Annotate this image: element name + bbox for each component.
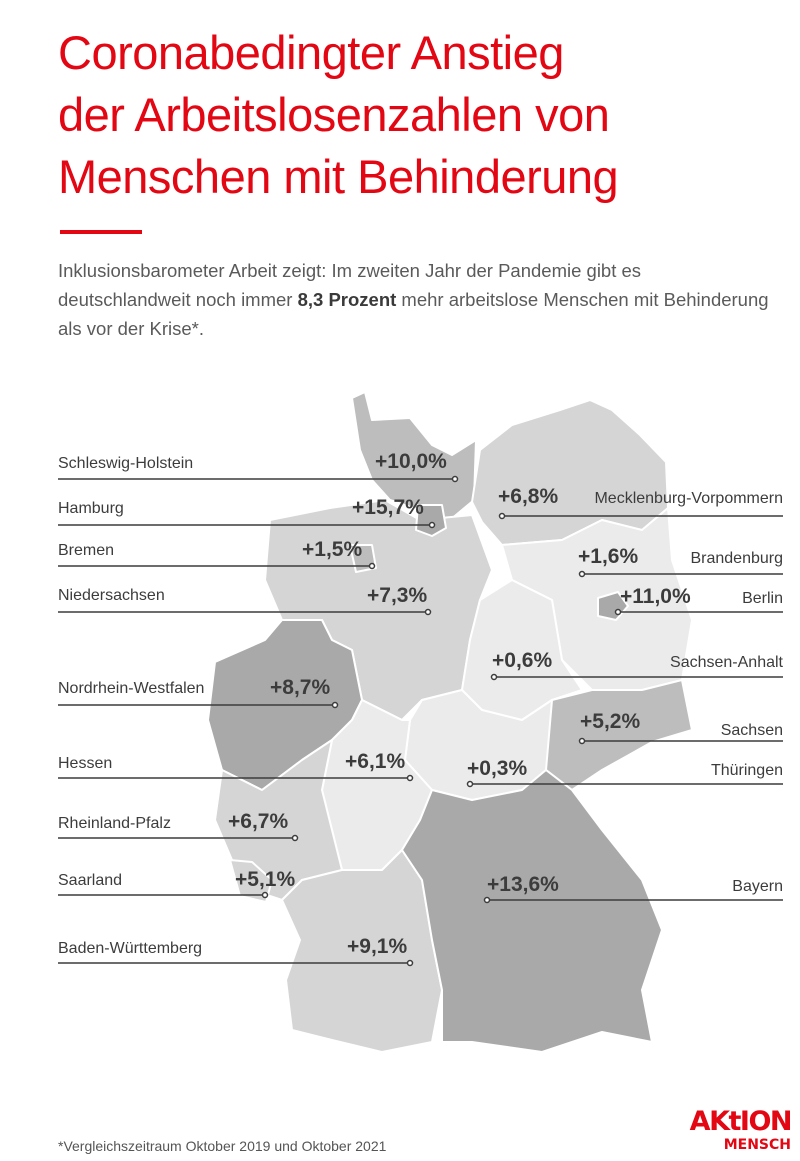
region-value: +9,1% xyxy=(347,935,408,958)
svg-text:MENSCH: MENSCH xyxy=(724,1137,791,1153)
region-value: +13,6% xyxy=(487,873,559,896)
region-value: +6,8% xyxy=(498,485,559,508)
region-label: Schleswig-Holstein xyxy=(58,455,194,472)
region-value: +6,7% xyxy=(228,810,289,833)
leader-dot xyxy=(451,475,459,483)
region-label: Saarland xyxy=(58,872,123,889)
leader-dot xyxy=(428,521,436,529)
region-sachsen xyxy=(541,679,693,791)
region-schleswig-holstein xyxy=(351,391,477,521)
region-value: +7,3% xyxy=(367,584,428,607)
leader-dot xyxy=(614,608,622,616)
leader-dot xyxy=(406,774,414,782)
leader-dot xyxy=(331,701,339,709)
region-saarland xyxy=(229,859,273,903)
region-label: Rheinland-Pfalz xyxy=(58,815,171,832)
region-label: Bayern xyxy=(732,878,783,895)
region-label: Sachsen xyxy=(720,722,783,739)
aktion-mensch-logo: AKtION MENSCH xyxy=(690,1106,793,1153)
title-divider xyxy=(60,230,142,234)
leader-dot xyxy=(578,737,586,745)
leader-dot xyxy=(498,512,506,520)
leader-dot xyxy=(578,570,586,578)
region-label: Brandenburg xyxy=(690,550,783,567)
region-value: +1,6% xyxy=(578,545,639,568)
footnote: *Vergleichszeitraum Oktober 2019 und Okt… xyxy=(58,1138,387,1154)
title-line: Coronabedingter Anstieg xyxy=(58,26,564,79)
region-mecklenburg-vorpommern xyxy=(471,399,669,546)
leader-dot xyxy=(368,562,376,570)
region-label: Sachsen-Anhalt xyxy=(670,654,783,671)
subtitle-text: Inklusionsbarometer Arbeit zeigt: Im zwe… xyxy=(58,260,642,310)
region-value: +1,5% xyxy=(302,538,363,561)
region-value: +0,6% xyxy=(492,649,553,672)
region-label: Niedersachsen xyxy=(58,587,165,604)
region-label: Bremen xyxy=(58,542,115,559)
region-label: Hessen xyxy=(58,755,113,772)
leader-dot xyxy=(406,959,414,967)
region-label: Baden-Württemberg xyxy=(58,940,203,957)
leader-dot xyxy=(490,673,498,681)
subtitle: Inklusionsbarometer Arbeit zeigt: Im zwe… xyxy=(58,256,778,343)
region-value: +0,3% xyxy=(467,757,528,780)
leader-dot xyxy=(291,834,299,842)
title-line: Menschen mit Behinderung xyxy=(58,150,619,203)
region-label: Thüringen xyxy=(710,762,783,779)
region-value: +5,2% xyxy=(580,710,641,733)
subtitle-text: mehr arbeitslose Menschen mit Behinderun… xyxy=(58,289,769,339)
leader-dot xyxy=(466,780,474,788)
region-value: +5,1% xyxy=(235,868,296,891)
region-label: Berlin xyxy=(742,590,783,607)
page-title: Coronabedingter Anstieg der Arbeitslosen… xyxy=(58,22,798,208)
leader-dot xyxy=(424,608,432,616)
region-value: +10,0% xyxy=(375,450,447,473)
region-bayern xyxy=(401,769,663,1053)
title-line: der Arbeitslosenzahlen von xyxy=(58,88,610,141)
svg-text:AKtION: AKtION xyxy=(690,1106,791,1137)
region-label: Nordrhein-Westfalen xyxy=(58,680,205,697)
leader-dot xyxy=(483,896,491,904)
region-hamburg xyxy=(415,504,447,537)
subtitle-highlight: 8,3 Prozent xyxy=(297,289,397,310)
leader-dot xyxy=(261,891,269,899)
region-label: Hamburg xyxy=(58,500,124,517)
region-value: +15,7% xyxy=(352,496,424,519)
region-label: Mecklenburg-Vorpommern xyxy=(594,490,783,507)
region-value: +11,0% xyxy=(620,585,691,608)
region-value: +6,1% xyxy=(345,750,406,773)
region-value: +8,7% xyxy=(270,676,331,699)
